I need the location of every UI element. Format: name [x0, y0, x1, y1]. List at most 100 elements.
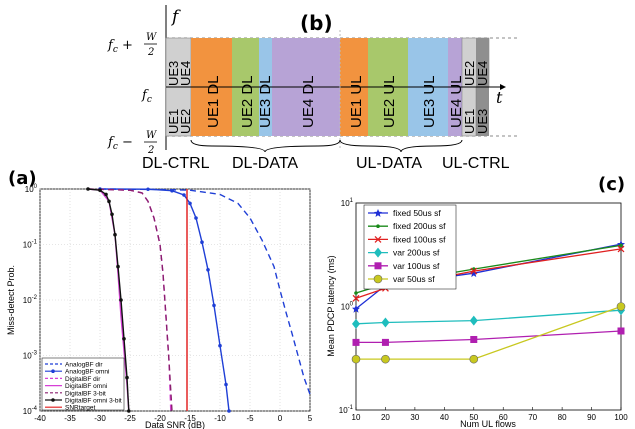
ul-ctrl-ue2: UE2: [462, 61, 477, 86]
x-tick-label: 30: [410, 413, 419, 422]
freq-upper-label: fc +: [107, 38, 133, 55]
ul-ctrl-section-label: UL-CTRL: [442, 155, 510, 172]
legend-marker: [51, 398, 55, 402]
data-point: [110, 212, 114, 217]
x-tick-label: 100: [614, 413, 628, 422]
x-tick-label: -35: [64, 414, 76, 423]
y-tick-label: 10-4: [23, 406, 38, 416]
panel-c-chart: (c) 10 20 30 40 50 60 70 80 90 100 101 100 10-1 Num…: [326, 174, 628, 429]
dl-ctrl-ue2: UE2: [178, 109, 193, 134]
y-tick-label: 100: [341, 302, 354, 312]
dl-ctrl-upper-block: [165, 37, 192, 88]
panel-c-y-ticks: 101 100 10-1: [339, 198, 354, 415]
legend-label: DigitalBF omni: [65, 383, 107, 390]
panel-c-legend-entries: fixed 50us sf fixed 200us sf fixed 100us s…: [368, 208, 446, 284]
series-line-var-100us-sf: [356, 330, 622, 344]
y-tick-label: 10-1: [23, 240, 38, 250]
panel-c-x-axis-label: Num UL flows: [460, 419, 516, 429]
freq-upper-w: W: [146, 32, 157, 43]
data-point: [352, 294, 360, 302]
data-point: [116, 264, 120, 269]
legend-label: SNRtarget: [65, 405, 96, 412]
x-tick-label: 70: [528, 413, 537, 422]
x-tick-label: -15: [184, 414, 196, 423]
data-point: [146, 187, 150, 192]
data-point: [616, 302, 626, 311]
ue4-ul-label: UE4 UL: [448, 75, 465, 128]
panel-a-grid: [39, 188, 311, 412]
series-line-var-200us-sf: [355, 309, 622, 325]
y-tick-label: 10-3: [23, 351, 38, 361]
legend-label: DigitalBF 3-bit: [65, 390, 106, 397]
data-point: [469, 315, 478, 326]
legend-label: var 200us sf: [393, 248, 440, 258]
data-point: [182, 193, 186, 197]
panel-c-y-axis-label: Mean PDCP latency (ms): [326, 255, 336, 356]
data-point: [619, 243, 623, 248]
panel-c-label: (c): [598, 174, 625, 195]
panel-b-diagram: (b) f t fc + W 2 fc fc − W 2 UE3 UE4 UE1…: [107, 5, 520, 172]
data-point: [98, 188, 102, 193]
ul-ctrl-ue3: UE3: [475, 109, 490, 134]
data-point: [470, 267, 478, 275]
legend-label: DigitalBF dir: [65, 376, 101, 383]
legend-marker: [374, 235, 382, 243]
x-tick-label: 20: [381, 413, 390, 422]
x-tick-label: 90: [587, 413, 596, 422]
data-point: [113, 232, 117, 237]
data-point: [381, 317, 390, 328]
legend-label: fixed 50us sf: [393, 208, 441, 218]
legend-label: var 100us sf: [393, 261, 440, 271]
dl-ctrl-ue1: UE1: [166, 109, 181, 134]
data-point: [470, 335, 478, 343]
data-point: [469, 354, 479, 364]
time-axis-arrow: [500, 84, 506, 90]
x-tick-label: -30: [94, 414, 106, 423]
data-point: [227, 409, 231, 413]
legend-marker: [51, 369, 55, 374]
ue3-dl-label: UE3 DL: [257, 75, 274, 128]
data-point: [122, 336, 126, 341]
dl-data-brace: [190, 139, 341, 153]
legend-label: AnalogBF dir: [65, 362, 103, 369]
x-tick-label: 5: [308, 414, 313, 423]
ue1-ul-label: UE1 UL: [348, 75, 365, 128]
panel-a-y-ticks: 100 10-1 10-2 10-3 10-4: [23, 184, 38, 416]
data-point: [188, 201, 192, 206]
x-tick-label: -10: [214, 414, 226, 423]
y-tick-label: 101: [341, 198, 354, 208]
data-point: [200, 240, 204, 245]
dl-ctrl-ue4: UE4: [178, 61, 193, 86]
freq-lower-w: W: [146, 130, 157, 141]
ue1-dl-label: UE1 DL: [205, 75, 222, 128]
data-point: [352, 318, 360, 329]
data-point: [212, 303, 216, 308]
data-point: [469, 269, 478, 278]
data-point: [224, 382, 228, 387]
ue2-dl-label: UE2 DL: [239, 75, 256, 128]
legend-marker: [374, 262, 382, 270]
data-point: [104, 192, 108, 197]
legend-marker: [374, 247, 382, 258]
dl-ctrl-ue3: UE3: [166, 61, 181, 86]
freq-lower-label: fc −: [107, 135, 133, 152]
panel-a-label: (a): [8, 168, 37, 189]
ue4-dl-label: UE4 DL: [300, 75, 317, 128]
legend-label: DigitalBF omni 3-bit: [65, 398, 122, 405]
x-tick-label: -40: [34, 414, 46, 423]
series-line-analogbf-dir: [99, 188, 311, 395]
freq-upper-2: 2: [147, 47, 154, 58]
ul-data-section-label: UL-DATA: [356, 155, 422, 172]
data-point: [354, 291, 358, 295]
panel-b-label: (b): [300, 11, 333, 35]
data-point: [206, 268, 210, 272]
series-line-analogbf-omni: [99, 188, 230, 412]
ul-ctrl-ue4: UE4: [475, 61, 490, 86]
ue2-ul-label: UE2 UL: [381, 75, 398, 128]
data-point: [218, 343, 222, 348]
ul-ctrl-ue1: UE1: [462, 109, 477, 134]
panel-a-legend: [41, 357, 125, 411]
data-point: [617, 245, 625, 253]
legend-marker: [376, 224, 380, 228]
